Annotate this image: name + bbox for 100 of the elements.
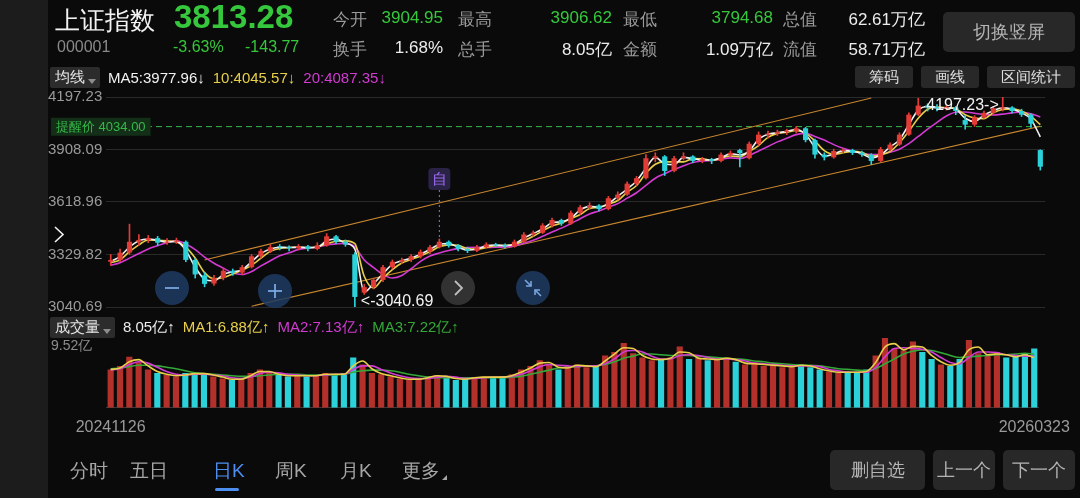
bar (191, 374, 198, 408)
bar (732, 361, 739, 408)
bar (331, 374, 338, 408)
bar (676, 346, 683, 408)
bar (807, 367, 814, 408)
bar (228, 379, 236, 408)
bar (704, 360, 711, 408)
text: 1.09万亿 (705, 39, 773, 61)
bar (639, 357, 646, 408)
text: 000001 (57, 38, 111, 56)
bar (741, 364, 749, 408)
text: 3904.95 (381, 8, 443, 28)
bar (592, 365, 599, 408)
bar (275, 374, 282, 408)
bar (294, 374, 301, 408)
text: MA5:3977.96↓ (108, 68, 205, 86)
text: 62.61万亿 (848, 9, 925, 31)
x-tick-label: 20260323 (998, 417, 1070, 435)
button: 切换竖屏 (943, 12, 1075, 52)
text: -143.77 (245, 38, 300, 56)
text: 更多 (402, 459, 440, 483)
bar (490, 377, 497, 408)
bar (1031, 348, 1038, 408)
bar (443, 377, 450, 408)
button: 区间统计 (987, 66, 1075, 88)
bar (685, 358, 693, 408)
bar (919, 351, 926, 408)
bar (853, 372, 861, 408)
text: 金额 (623, 39, 657, 61)
candlestick (277, 244, 283, 251)
bar (452, 379, 459, 408)
bar (546, 364, 553, 408)
text: MA1:6.88亿↑ (182, 317, 270, 337)
bar (751, 362, 758, 408)
bar (471, 377, 478, 408)
bar (1003, 357, 1010, 408)
text: 总值 (783, 9, 817, 31)
bar (210, 376, 217, 408)
bar (630, 353, 637, 408)
bar (695, 357, 702, 408)
annotation: 自 (431, 170, 447, 188)
text: 换手 (333, 39, 367, 61)
bar (713, 358, 721, 408)
bar (462, 378, 469, 408)
button: 删自选 (830, 450, 925, 490)
text: 分时 (70, 459, 108, 483)
candlestick (108, 254, 114, 266)
bar (788, 365, 795, 408)
candlestick (737, 148, 743, 168)
text: -3.63% (173, 38, 224, 56)
button: 均线 (50, 66, 100, 88)
bar (984, 355, 991, 408)
bar (657, 358, 665, 408)
bar (172, 376, 180, 408)
text: 五日 (130, 459, 168, 483)
text: 58.71万亿 (848, 39, 925, 61)
legend-title: 均线 (55, 67, 85, 87)
bar (928, 358, 935, 408)
bar (667, 357, 674, 408)
bar (909, 341, 917, 408)
button: 筹码 (855, 66, 913, 88)
text: 最低 (623, 9, 657, 31)
candlestick (1000, 97, 1006, 112)
bar (891, 348, 898, 408)
text: 总手 (458, 39, 492, 61)
bar (779, 367, 786, 408)
bar (144, 369, 152, 408)
bar (238, 378, 245, 408)
bar (555, 369, 562, 408)
candlestick (652, 152, 658, 163)
annotation: <-3040.69 (360, 292, 434, 310)
text: 3813.28 (174, 0, 294, 36)
bar (648, 360, 655, 408)
bar (415, 378, 422, 408)
button: 画线 (921, 66, 979, 88)
text: 最高 (458, 9, 492, 31)
bar (154, 372, 161, 408)
candlestick (145, 235, 151, 243)
bar (107, 369, 114, 408)
candlestick (286, 245, 292, 252)
bar (406, 379, 413, 408)
text: 20:4087.35↓ (303, 68, 386, 86)
text: 日K (213, 459, 245, 483)
text: 上证指数 (55, 5, 155, 36)
text: 3906.62 (550, 8, 612, 28)
text: MA3:7.22亿↑ (372, 317, 459, 337)
bar (723, 357, 730, 408)
bar (387, 376, 394, 408)
bar (378, 374, 385, 408)
button: 成交量 (50, 316, 115, 338)
bar (947, 365, 954, 408)
bar (611, 351, 618, 408)
x-tick-label: 20241126 (75, 417, 146, 435)
bar (816, 369, 823, 408)
text: 周K (275, 459, 307, 483)
candlestick (765, 130, 771, 139)
text: 1.68% (394, 38, 443, 58)
y-tick-label: 3908.09 (48, 139, 103, 157)
candlestick (784, 128, 790, 135)
y-tick-label: 3618.96 (48, 192, 103, 210)
